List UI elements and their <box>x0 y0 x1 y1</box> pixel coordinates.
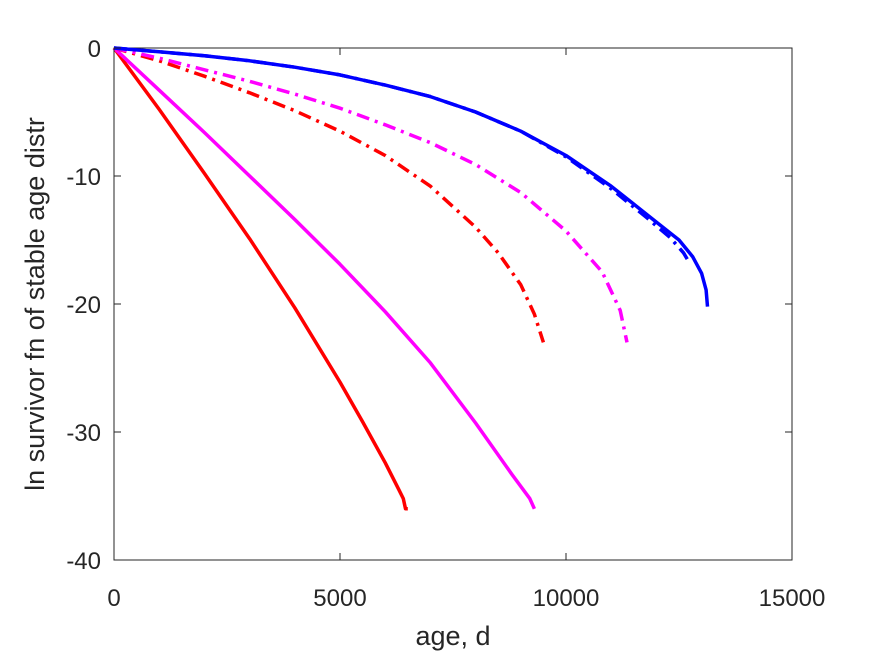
x-tick-labels: 0 5000 10000 15000 <box>107 585 825 612</box>
x-axis-label: age, d <box>415 621 490 651</box>
series-line-3 <box>113 46 546 343</box>
x-tick-label: 15000 <box>759 585 826 612</box>
y-tick-label: -40 <box>66 548 101 575</box>
y-tick-labels: -40 -30 -20 -10 0 <box>66 36 101 575</box>
x-tick-label: 5000 <box>313 585 366 612</box>
series-line-1 <box>112 46 408 511</box>
series-line-2 <box>112 46 536 510</box>
series-line-6 <box>113 46 710 307</box>
x-tick-label: 0 <box>107 585 120 612</box>
y-tick-label: -20 <box>66 292 101 319</box>
y-tick-label: -10 <box>66 164 101 191</box>
tick-layer <box>113 47 793 561</box>
y-tick-label: -30 <box>66 420 101 447</box>
series-line-4 <box>113 46 629 343</box>
y-tick-label: 0 <box>88 36 101 63</box>
x-tick-label: 10000 <box>533 585 600 612</box>
plot-area <box>112 46 793 561</box>
plot-frame <box>113 47 793 561</box>
series-layer <box>112 46 710 511</box>
y-axis-label: ln survivor fn of stable age distr <box>20 117 50 491</box>
